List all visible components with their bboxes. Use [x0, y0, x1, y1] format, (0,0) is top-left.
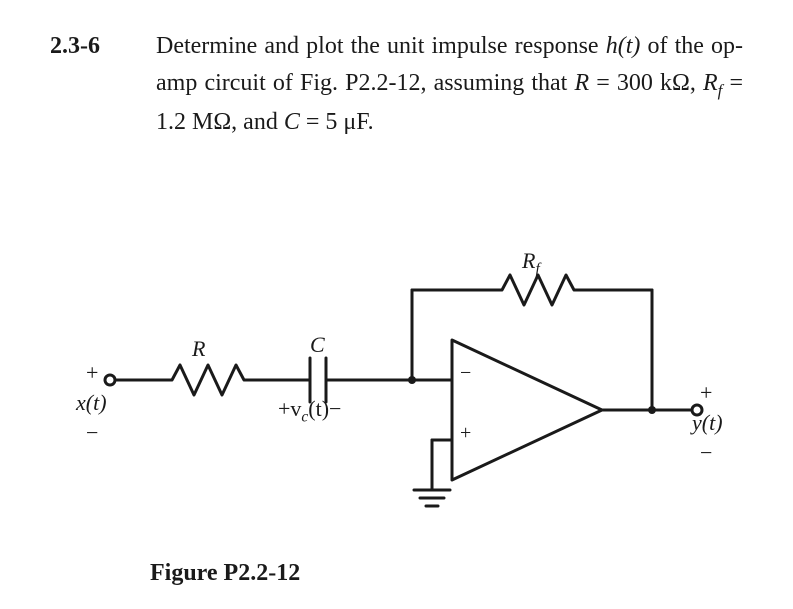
label-x: x(t) [76, 390, 107, 416]
label-opamp-minus: − [460, 362, 471, 385]
label-y: y(t) [692, 410, 723, 436]
label-x-minus: − [86, 420, 98, 446]
problem-text: Determine and plot the unit impulse resp… [156, 28, 743, 141]
opamp-icon [452, 340, 602, 480]
label-vc: +vc(t)− [278, 396, 341, 426]
symbol-C: C [284, 109, 300, 135]
symbol-R: R [574, 70, 589, 96]
resistor-rf-icon [492, 275, 582, 305]
circuit-figure: R C Rf +vc(t)− + x(t) − + y(t) − − + [92, 250, 712, 550]
label-Rf: Rf [522, 248, 540, 278]
circuit-svg [92, 250, 712, 550]
text-part: = 5 μF. [300, 109, 374, 135]
label-x-plus: + [86, 360, 98, 386]
label-R: R [192, 336, 205, 362]
label-opamp-plus: + [460, 422, 471, 445]
problem-number: 2.3-6 [50, 28, 156, 65]
text-part: = 300 kΩ, [589, 70, 703, 96]
resistor-r-icon [162, 365, 252, 395]
figure-caption: Figure P2.2-12 [150, 560, 300, 587]
label-C: C [310, 332, 325, 358]
label-y-minus: − [700, 440, 712, 466]
problem-block: 2.3-6 Determine and plot the unit impuls… [50, 28, 743, 141]
label-y-plus: + [700, 380, 712, 406]
symbol-Rf: Rf [703, 70, 722, 96]
symbol-ht: h(t) [606, 33, 641, 59]
text-part: Determine and plot the unit impulse resp… [156, 33, 606, 59]
